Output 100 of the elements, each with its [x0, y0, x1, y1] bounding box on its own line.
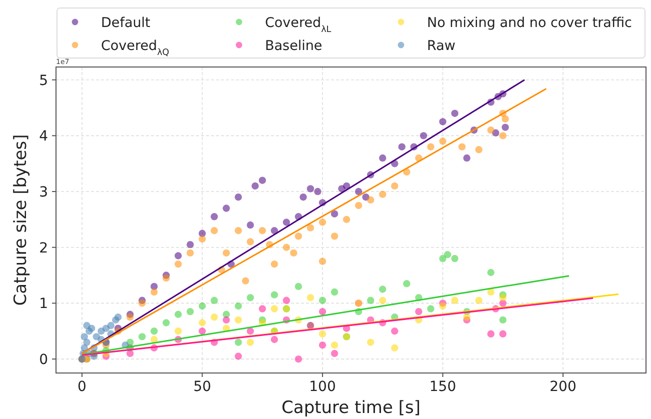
x-tick-label: 50 [193, 379, 212, 395]
point [342, 216, 350, 224]
point [234, 302, 242, 310]
point [234, 338, 242, 346]
point [487, 330, 494, 338]
point [234, 316, 242, 324]
point [162, 274, 170, 282]
point [502, 115, 509, 123]
point [210, 227, 218, 234]
point [487, 288, 494, 296]
y-tick-label: 1 [39, 296, 48, 312]
point [499, 316, 506, 324]
point [174, 260, 182, 268]
point [83, 338, 90, 346]
legend-label: Covered$_{λL}$ [265, 15, 332, 35]
point [318, 218, 326, 226]
point [379, 190, 386, 198]
point [427, 305, 434, 312]
y-tick-label: 0 [39, 352, 48, 368]
point [318, 296, 326, 304]
legend-label: Covered$_{λQ}$ [101, 38, 170, 58]
point [210, 296, 218, 304]
y-tick-label: 5 [39, 72, 48, 89]
point [150, 328, 158, 335]
point [379, 296, 386, 304]
point [150, 288, 158, 296]
point [318, 330, 326, 338]
point [330, 210, 338, 218]
point [80, 333, 88, 340]
point [403, 280, 410, 288]
point [342, 182, 350, 190]
point [391, 328, 398, 335]
point [252, 182, 259, 190]
point [487, 268, 494, 276]
y-tick-label: 3 [39, 184, 48, 201]
y-tick-label: 2 [39, 240, 48, 256]
point [198, 328, 206, 335]
point [439, 138, 446, 145]
point [270, 227, 278, 234]
point [367, 296, 374, 304]
point [306, 185, 314, 192]
point [487, 126, 494, 134]
point [198, 302, 206, 310]
point [354, 202, 362, 210]
point [306, 224, 314, 232]
point [282, 296, 290, 304]
point [300, 194, 307, 201]
point [451, 296, 458, 304]
point [294, 282, 302, 290]
point [234, 194, 242, 201]
point [186, 308, 194, 316]
point [420, 132, 428, 140]
point [138, 333, 146, 340]
point [439, 302, 446, 310]
point [318, 341, 326, 349]
point [138, 300, 146, 307]
point [210, 314, 218, 321]
point [222, 249, 230, 257]
point [415, 308, 422, 316]
point [367, 196, 374, 204]
point [282, 218, 290, 226]
point [246, 294, 254, 302]
x-tick-label: 0 [78, 379, 86, 395]
point [367, 338, 374, 346]
point [463, 154, 470, 162]
point [391, 344, 398, 352]
point [318, 258, 326, 265]
point [186, 249, 194, 257]
legend-label: Baseline [265, 38, 322, 54]
point [427, 143, 434, 150]
point [502, 124, 509, 131]
legend-label: Raw [427, 38, 456, 54]
point [198, 319, 206, 326]
point [270, 291, 278, 298]
point [270, 305, 278, 312]
point [186, 240, 194, 248]
x-axis-title: Capture time [s] [282, 398, 420, 418]
point [458, 143, 466, 150]
point [246, 221, 254, 229]
point [246, 238, 254, 246]
point [258, 176, 266, 184]
point [499, 132, 506, 140]
point [475, 296, 482, 304]
point [114, 314, 122, 321]
point [379, 286, 386, 293]
point [198, 235, 206, 243]
point [330, 341, 338, 349]
point [306, 294, 314, 302]
point [379, 154, 386, 162]
point [210, 213, 218, 220]
point [451, 110, 458, 117]
point [499, 330, 506, 338]
point [314, 188, 322, 196]
point [258, 227, 266, 234]
y-tick-label: 4 [39, 128, 48, 145]
point [88, 324, 96, 332]
point [475, 146, 482, 154]
point [499, 294, 506, 302]
point [174, 310, 182, 318]
point [270, 260, 278, 268]
